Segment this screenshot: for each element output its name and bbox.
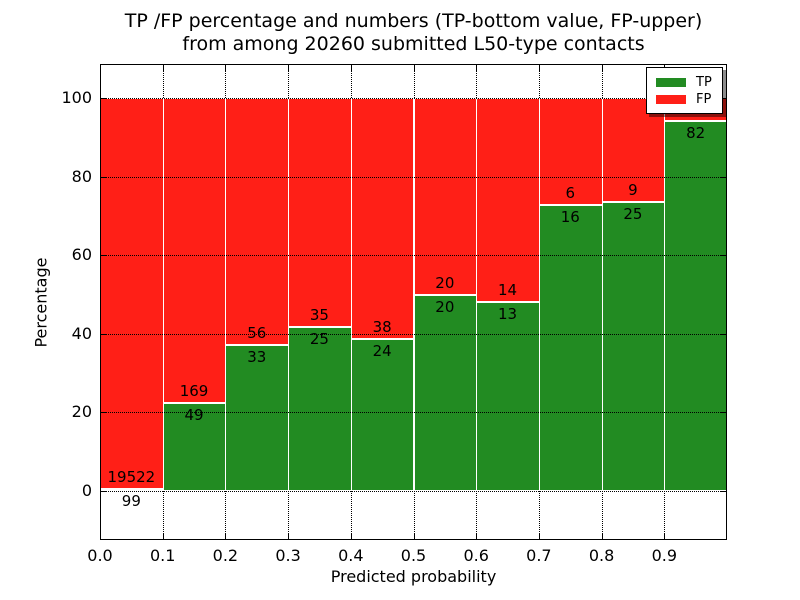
fp-count-label: 14: [498, 280, 518, 299]
bar-fp-segment: [538, 98, 603, 206]
y-tick-mark: [720, 412, 727, 414]
x-tick-mark: [162, 64, 164, 71]
bar-tp-segment: [413, 294, 478, 491]
x-tick-label: 0.8: [588, 546, 615, 565]
bar-fp-segment: [288, 98, 352, 328]
x-tick-mark: [100, 533, 101, 540]
x-tick-mark: [538, 533, 540, 540]
x-tick-mark: [413, 533, 415, 540]
x-tick-label: 0.0: [87, 546, 113, 565]
y-tick-mark: [100, 98, 107, 100]
y-tick-label: 100: [61, 88, 92, 108]
fp-count-label: 9: [628, 181, 638, 200]
x-tick-label: 0.5: [400, 546, 427, 565]
x-tick-mark: [288, 64, 290, 71]
y-tick-mark: [720, 255, 727, 257]
fp-count-label: 169: [179, 381, 209, 400]
x-tick-label: 0.3: [275, 546, 301, 565]
bar-tp-segment: [225, 345, 290, 491]
x-tick-mark: [100, 64, 101, 71]
x-tick-mark: [476, 533, 478, 540]
y-tick-mark: [720, 176, 727, 178]
x-tick-label: 0.6: [463, 546, 489, 565]
tp-count-label: 13: [498, 304, 518, 323]
tp-count-label: 25: [309, 330, 329, 349]
legend-label-fp: FP: [696, 92, 712, 107]
bar-tp-segment: [538, 205, 603, 491]
bar-tp-segment: [664, 120, 728, 491]
tp-count-label: 25: [623, 205, 643, 224]
h-gridline: [100, 333, 727, 335]
x-tick-mark: [162, 533, 164, 540]
y-tick-mark: [100, 490, 107, 492]
y-tick-label: 80: [71, 166, 92, 186]
x-tick-mark: [664, 533, 666, 540]
bar-tp-segment: [350, 338, 415, 491]
chart-title-line2: from among 20260 submitted L50-type cont…: [182, 33, 645, 55]
fp-count-label: 6: [565, 184, 576, 203]
y-tick-mark: [720, 333, 727, 335]
legend-item-tp: TP: [656, 74, 712, 91]
h-gridline: [100, 255, 727, 257]
legend-label-tp: TP: [696, 75, 712, 90]
legend-swatch-fp: [656, 95, 686, 104]
x-tick-label: 0.1: [149, 546, 176, 565]
fp-count-label: 35: [309, 306, 329, 325]
tp-count-label: 99: [121, 491, 141, 510]
x-tick-mark: [538, 64, 540, 71]
y-tick-label: 60: [71, 245, 92, 265]
x-tick-label: 0.2: [212, 546, 239, 565]
x-tick-mark: [225, 533, 227, 540]
fp-count-label: 56: [247, 324, 267, 343]
tp-count-label: 16: [560, 208, 580, 227]
fp-count-label: 19522: [107, 467, 156, 486]
tp-count-label: 20: [435, 297, 455, 316]
bar-fp-segment: [225, 98, 290, 346]
y-tick-label: 0: [81, 480, 92, 500]
tp-count-label: 82: [686, 123, 706, 142]
bar-fp-segment: [601, 98, 666, 203]
h-gridline: [100, 176, 727, 178]
chart-title: TP /FP percentage and numbers (TP-bottom…: [0, 10, 800, 56]
y-tick-label: 20: [71, 402, 92, 422]
bar-fp-segment: [100, 98, 164, 489]
x-tick-mark: [350, 533, 352, 540]
y-tick-mark: [720, 490, 727, 492]
y-tick-mark: [100, 333, 107, 335]
y-tick-mark: [100, 255, 107, 257]
x-tick-mark: [288, 533, 290, 540]
h-gridline: [100, 412, 727, 414]
x-tick-mark: [601, 533, 603, 540]
tp-count-label: 33: [247, 348, 267, 367]
bar-tp-segment: [476, 301, 540, 491]
y-tick-mark: [720, 98, 727, 100]
chart-title-line1: TP /FP percentage and numbers (TP-bottom…: [124, 10, 703, 32]
x-tick-mark: [225, 64, 227, 71]
x-tick-mark: [413, 64, 415, 71]
x-tick-label: 0.7: [526, 546, 552, 565]
bar-fp-segment: [413, 98, 478, 295]
bar-tp-segment: [601, 202, 666, 491]
x-tick-mark: [350, 64, 352, 71]
legend-item-fp: FP: [656, 91, 712, 108]
y-tick-label: 40: [71, 323, 92, 343]
bar-fp-segment: [162, 98, 227, 403]
tp-count-label: 24: [372, 341, 392, 360]
h-gridline: [100, 98, 727, 100]
x-tick-mark: [476, 64, 478, 71]
fp-count-label: 38: [372, 317, 392, 336]
legend-box: TP FP: [646, 67, 723, 114]
x-tick-mark: [601, 64, 603, 71]
y-tick-mark: [100, 176, 107, 178]
x-tick-label: 0.9: [651, 546, 678, 565]
x-tick-label: 0.4: [338, 546, 364, 565]
tp-count-label: 49: [184, 405, 204, 424]
h-gridline: [100, 490, 727, 492]
fp-count-label: 20: [435, 273, 455, 292]
legend-swatch-tp: [656, 78, 686, 87]
y-tick-mark: [100, 412, 107, 414]
x-axis-label: Predicted probability: [330, 567, 497, 586]
